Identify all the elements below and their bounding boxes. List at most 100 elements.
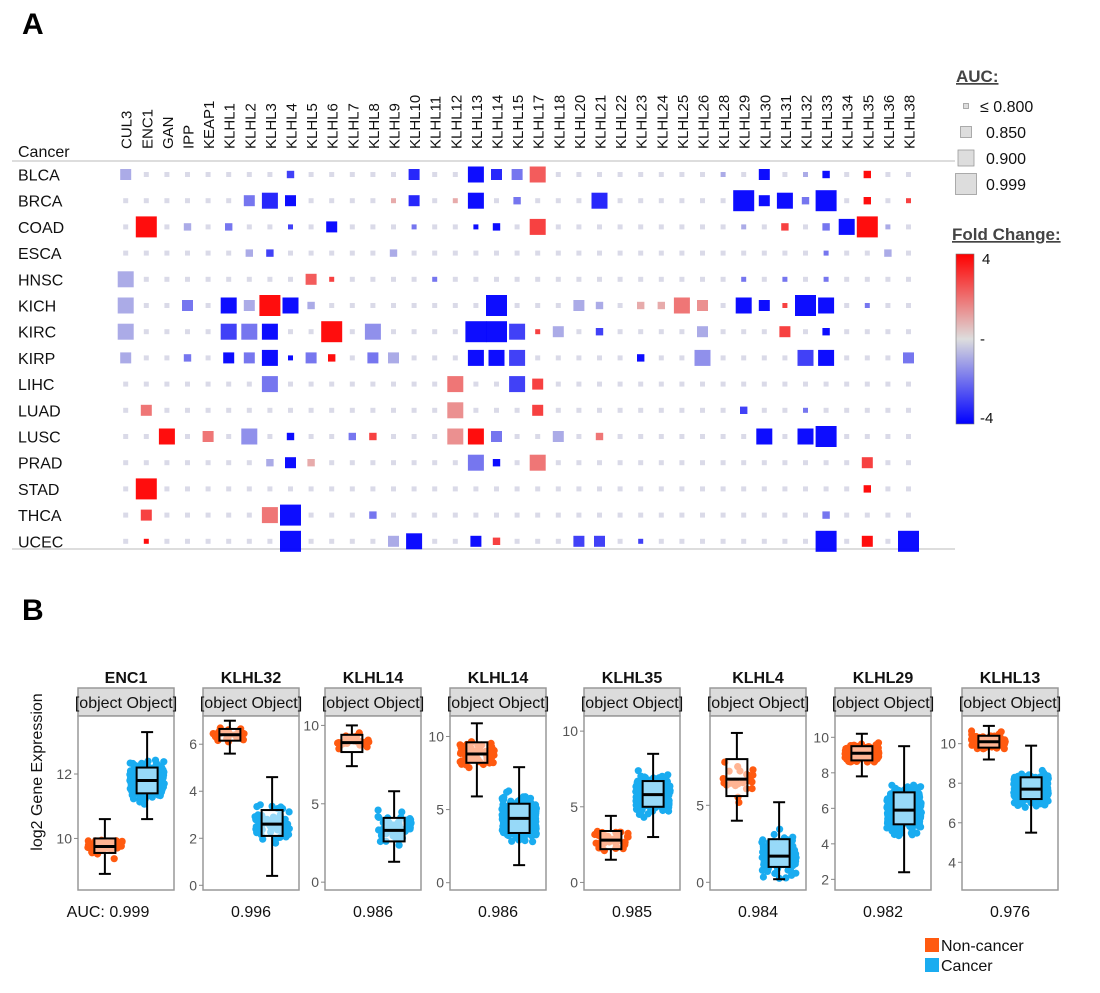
heatmap-cell <box>513 197 521 205</box>
auc-legend-label: ≤ 0.800 <box>980 99 1033 116</box>
heatmap-cell <box>885 381 891 387</box>
cancer-swatch <box>925 958 939 972</box>
heatmap-cell <box>492 459 501 467</box>
heatmap-cell <box>511 169 523 180</box>
heatmap-cell <box>597 355 602 361</box>
heatmap-cell <box>288 381 293 387</box>
cancer-point <box>759 873 768 881</box>
heatmap-cell <box>597 172 602 177</box>
auc-legend-title: AUC: <box>956 67 999 86</box>
heatmap-cell <box>906 303 911 308</box>
column-label-ipp: IPP <box>181 125 198 149</box>
heatmap-cell <box>617 303 623 308</box>
panel-gene-title: KLHL13 <box>980 670 1041 687</box>
heatmap-cell <box>761 381 767 387</box>
heatmap-cell <box>576 434 582 439</box>
heatmap-cell <box>328 354 336 362</box>
column-label-klhl36: KLHL36 <box>881 95 898 149</box>
heatmap-cell <box>782 486 788 492</box>
panel-strip <box>324 687 422 717</box>
fold-change-min-label: -4 <box>980 410 993 427</box>
heatmap-cell <box>803 172 808 177</box>
heatmap-cell <box>267 276 273 282</box>
heatmap-cell <box>473 276 479 282</box>
y-tick-label: 6 <box>821 800 829 816</box>
y-tick-label: 0 <box>570 874 578 890</box>
heatmap-cell <box>246 538 252 544</box>
heatmap-cell <box>597 512 602 518</box>
cancer-point <box>508 837 516 845</box>
auc-legend-square <box>963 103 969 109</box>
heatmap-cell <box>761 538 767 544</box>
y-tick-label: 5 <box>436 802 444 818</box>
heatmap-cell <box>529 166 546 183</box>
heatmap-cell <box>391 407 396 413</box>
heatmap-cell <box>514 512 520 518</box>
heatmap-cell <box>308 172 314 177</box>
heatmap-cell <box>123 486 129 492</box>
heatmap-cell <box>700 407 705 413</box>
y-tick-label: 0 <box>696 874 704 890</box>
row-label-lusc: LUSC <box>18 430 61 447</box>
heatmap-cell <box>700 224 705 230</box>
heatmap-cell <box>467 349 484 366</box>
heatmap-cell <box>885 434 891 439</box>
cancer-point <box>405 825 413 833</box>
heatmap-cell <box>349 276 355 282</box>
heatmap-cell <box>597 250 602 256</box>
heatmap-cell <box>535 329 541 335</box>
heatmap-cell <box>135 216 157 238</box>
heatmap-cell <box>658 355 664 361</box>
heatmap-cell <box>576 460 582 466</box>
heatmap-cell <box>906 407 911 413</box>
cancer-point <box>789 842 797 850</box>
heatmap-cell <box>305 352 317 364</box>
heatmap-cell <box>164 407 170 413</box>
heatmap-cell <box>758 300 770 311</box>
heatmap-cell <box>741 224 747 230</box>
cancer-point <box>1017 799 1025 808</box>
heatmap-cell <box>514 276 520 282</box>
heatmap-cell <box>329 198 335 204</box>
heatmap-cell <box>164 198 170 204</box>
heatmap-cell <box>143 460 149 466</box>
heatmap-cell <box>432 329 438 335</box>
heatmap-cell <box>202 431 214 442</box>
cancer-point <box>136 798 144 806</box>
heatmap-cell <box>308 407 314 413</box>
heatmap-cell <box>741 434 747 439</box>
y-axis-label: log2 Gene Expression <box>29 693 46 850</box>
heatmap-cell <box>411 355 417 361</box>
heatmap-cell <box>288 250 293 256</box>
heatmap-cell <box>452 250 458 256</box>
cancer-point <box>915 822 923 831</box>
heatmap-cell <box>432 276 438 282</box>
heatmap-cell <box>573 535 585 547</box>
heatmap-cell <box>535 538 541 544</box>
heatmap-cell <box>164 250 170 256</box>
heatmap-cell <box>720 355 726 361</box>
cancer-point <box>915 790 923 798</box>
heatmap-cell <box>720 250 726 256</box>
heatmap-cell <box>117 271 134 288</box>
heatmap-cell <box>494 276 499 282</box>
heatmap-cell <box>432 303 438 308</box>
heatmap-cell <box>863 197 871 205</box>
heatmap-cell <box>801 197 810 205</box>
heatmap-cell <box>597 224 602 230</box>
panel-strip <box>961 687 1059 717</box>
heatmap-cell <box>803 329 808 335</box>
heatmap-cell <box>638 407 644 413</box>
column-label-klhl2: KLHL2 <box>242 103 259 149</box>
heatmap-cell <box>555 198 561 204</box>
y-tick-label: 0 <box>189 877 197 893</box>
heatmap-cell <box>555 512 561 518</box>
heatmap-cell <box>349 172 355 177</box>
fold-change-max-label: 4 <box>982 251 990 268</box>
heatmap-cell <box>720 538 726 544</box>
heatmap-cell <box>246 276 252 282</box>
heatmap-cell <box>266 459 274 467</box>
heatmap-cell <box>282 297 299 314</box>
heatmap-cell <box>758 169 770 180</box>
